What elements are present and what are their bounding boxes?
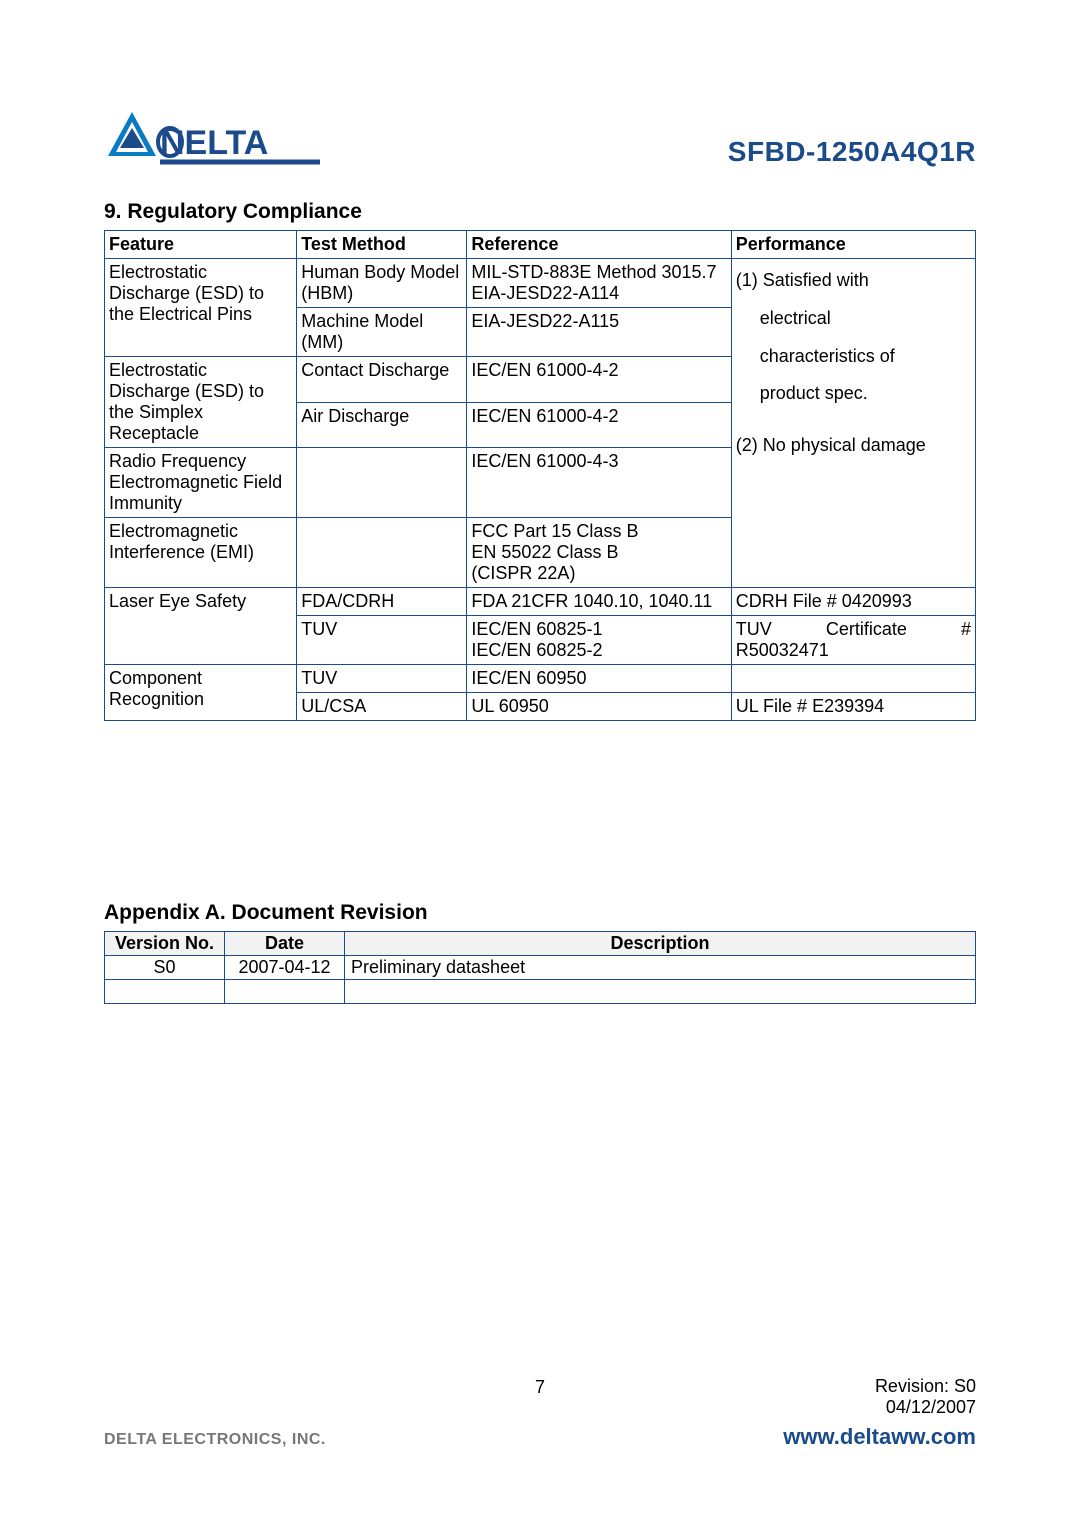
- col-feature: Feature: [105, 231, 297, 259]
- footer-url: www.deltaww.com: [783, 1424, 976, 1450]
- reference-cell: FCC Part 15 Class B EN 55022 Class B (CI…: [467, 518, 731, 588]
- performance-cell: CDRH File # 0420993: [731, 588, 975, 616]
- perf-line: product spec.: [736, 375, 971, 413]
- table-row: [105, 980, 976, 1004]
- method-cell: Machine Model (MM): [297, 308, 467, 357]
- reference-cell: UL 60950: [467, 693, 731, 721]
- reference-cell: IEC/EN 61000-4-2: [467, 357, 731, 403]
- method-cell: FDA/CDRH: [297, 588, 467, 616]
- description-cell: Preliminary datasheet: [345, 956, 976, 980]
- page-footer: 7 Revision: S0 04/12/2007 DELTA ELECTRON…: [104, 1377, 976, 1450]
- performance-cell: (1) Satisfied with electrical characteri…: [731, 259, 975, 588]
- perf-line: characteristics of: [736, 338, 971, 376]
- date-cell: [225, 980, 345, 1004]
- perf-spacer: [736, 413, 971, 427]
- method-cell: TUV: [297, 616, 467, 665]
- table-header-row: Feature Test Method Reference Performanc…: [105, 231, 976, 259]
- appendix-heading: Appendix A. Document Revision: [104, 901, 976, 925]
- col-date: Date: [225, 932, 345, 956]
- section-9-heading: 9. Regulatory Compliance: [104, 200, 976, 224]
- feature-cell: Component Recognition: [105, 665, 297, 721]
- logo: NELTA: [104, 108, 324, 172]
- regulatory-table: Feature Test Method Reference Performanc…: [104, 230, 976, 721]
- feature-cell: Electrostatic Discharge (ESD) to the Sim…: [105, 357, 297, 448]
- method-cell: Contact Discharge: [297, 357, 467, 403]
- col-version: Version No.: [105, 932, 225, 956]
- feature-cell: Electrostatic Discharge (ESD) to the Ele…: [105, 259, 297, 357]
- date-cell: 2007-04-12: [225, 956, 345, 980]
- perf-line: electrical: [736, 300, 971, 338]
- reference-cell: EIA-JESD22-A115: [467, 308, 731, 357]
- page-header: NELTA SFBD-1250A4Q1R: [104, 108, 976, 172]
- table-row: S0 2007-04-12 Preliminary datasheet: [105, 956, 976, 980]
- delta-logo-icon: NELTA: [104, 108, 324, 172]
- table-row: Component Recognition TUV IEC/EN 60950: [105, 665, 976, 693]
- performance-cell: UL File # E239394: [731, 693, 975, 721]
- reference-cell: IEC/EN 61000-4-3: [467, 448, 731, 518]
- col-performance: Performance: [731, 231, 975, 259]
- reference-cell: IEC/EN 61000-4-2: [467, 402, 731, 448]
- part-number: SFBD-1250A4Q1R: [728, 136, 976, 168]
- method-cell: Air Discharge: [297, 402, 467, 448]
- feature-cell: Electromagnetic Interference (EMI): [105, 518, 297, 588]
- version-cell: S0: [105, 956, 225, 980]
- footer-company: DELTA ELECTRONICS, INC.: [104, 1431, 326, 1449]
- feature-cell: Radio Frequency Electromagnetic Field Im…: [105, 448, 297, 518]
- performance-cell: [731, 665, 975, 693]
- method-cell: TUV: [297, 665, 467, 693]
- performance-cell: TUVCertificate# R50032471: [731, 616, 975, 665]
- perf-line: (1) Satisfied with: [736, 262, 971, 300]
- version-cell: [105, 980, 225, 1004]
- revision-table: Version No. Date Description S0 2007-04-…: [104, 931, 976, 1004]
- footer-date: 04/12/2007: [104, 1397, 976, 1418]
- table-row: Electrostatic Discharge (ESD) to the Ele…: [105, 259, 976, 308]
- reference-cell: FDA 21CFR 1040.10, 1040.11: [467, 588, 731, 616]
- table-row: Laser Eye Safety FDA/CDRH FDA 21CFR 1040…: [105, 588, 976, 616]
- col-test-method: Test Method: [297, 231, 467, 259]
- reference-cell: MIL-STD-883E Method 3015.7 EIA-JESD22-A1…: [467, 259, 731, 308]
- reference-cell: IEC/EN 60950: [467, 665, 731, 693]
- col-reference: Reference: [467, 231, 731, 259]
- reference-cell: IEC/EN 60825-1 IEC/EN 60825-2: [467, 616, 731, 665]
- method-cell: [297, 448, 467, 518]
- col-description: Description: [345, 932, 976, 956]
- method-cell: UL/CSA: [297, 693, 467, 721]
- perf-line: (2) No physical damage: [736, 427, 971, 465]
- method-cell: Human Body Model (HBM): [297, 259, 467, 308]
- method-cell: [297, 518, 467, 588]
- description-cell: [345, 980, 976, 1004]
- feature-cell: Laser Eye Safety: [105, 588, 297, 665]
- table-header-row: Version No. Date Description: [105, 932, 976, 956]
